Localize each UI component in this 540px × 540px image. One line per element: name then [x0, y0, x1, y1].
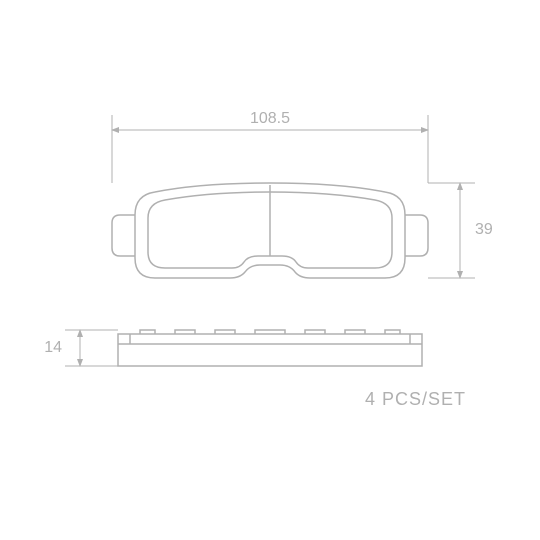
left-ear-tab [112, 215, 135, 256]
width-value: 108.5 [250, 110, 290, 127]
height-value: 39 [475, 221, 493, 238]
top-view [118, 330, 422, 366]
right-ear-tab [405, 215, 428, 256]
dimension-width: 108.5 [112, 110, 428, 183]
dimension-thickness: 14 [44, 330, 118, 366]
dimension-height: 39 [428, 183, 493, 278]
thickness-value: 14 [44, 339, 62, 356]
front-view [112, 183, 428, 278]
edge-outline [118, 334, 422, 366]
technical-drawing: 108.5 39 14 4 PCS/SET [0, 0, 540, 540]
set-note: 4 PCS/SET [365, 389, 466, 409]
